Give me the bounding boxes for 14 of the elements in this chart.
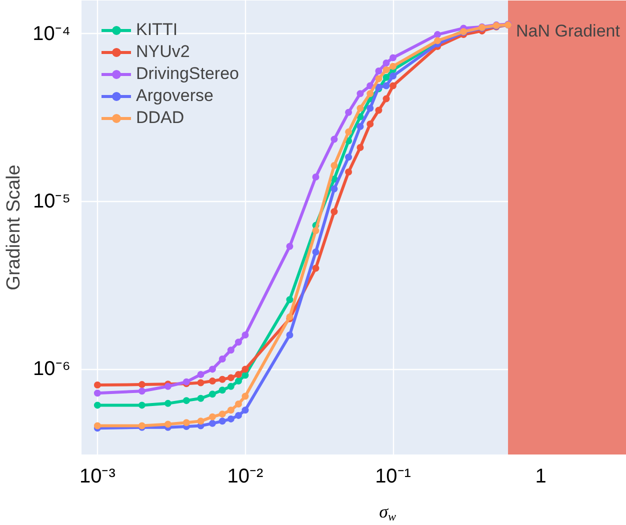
y-axis-title: Gradient Scale [4, 164, 25, 290]
x-tick-label: 1 [535, 466, 546, 488]
y-tick-label: 10⁻⁵ [32, 190, 71, 213]
legend-label: NYUv2 [136, 42, 190, 62]
band-label: NaN Gradient [516, 22, 620, 40]
legend-label: DDAD [136, 108, 184, 128]
legend-label: DrivingStereo [136, 64, 239, 84]
y-tick-label: 10⁻⁶ [33, 358, 71, 380]
x-tick-label: 10⁻³ [79, 466, 116, 488]
x-tick-label: 10⁻² [227, 466, 264, 488]
legend-label: Argoverse [136, 86, 214, 106]
legend-label: KITTI [136, 20, 178, 40]
y-tick-label: 10⁻⁴ [32, 22, 71, 45]
x-tick-label: 10⁻¹ [375, 466, 412, 488]
